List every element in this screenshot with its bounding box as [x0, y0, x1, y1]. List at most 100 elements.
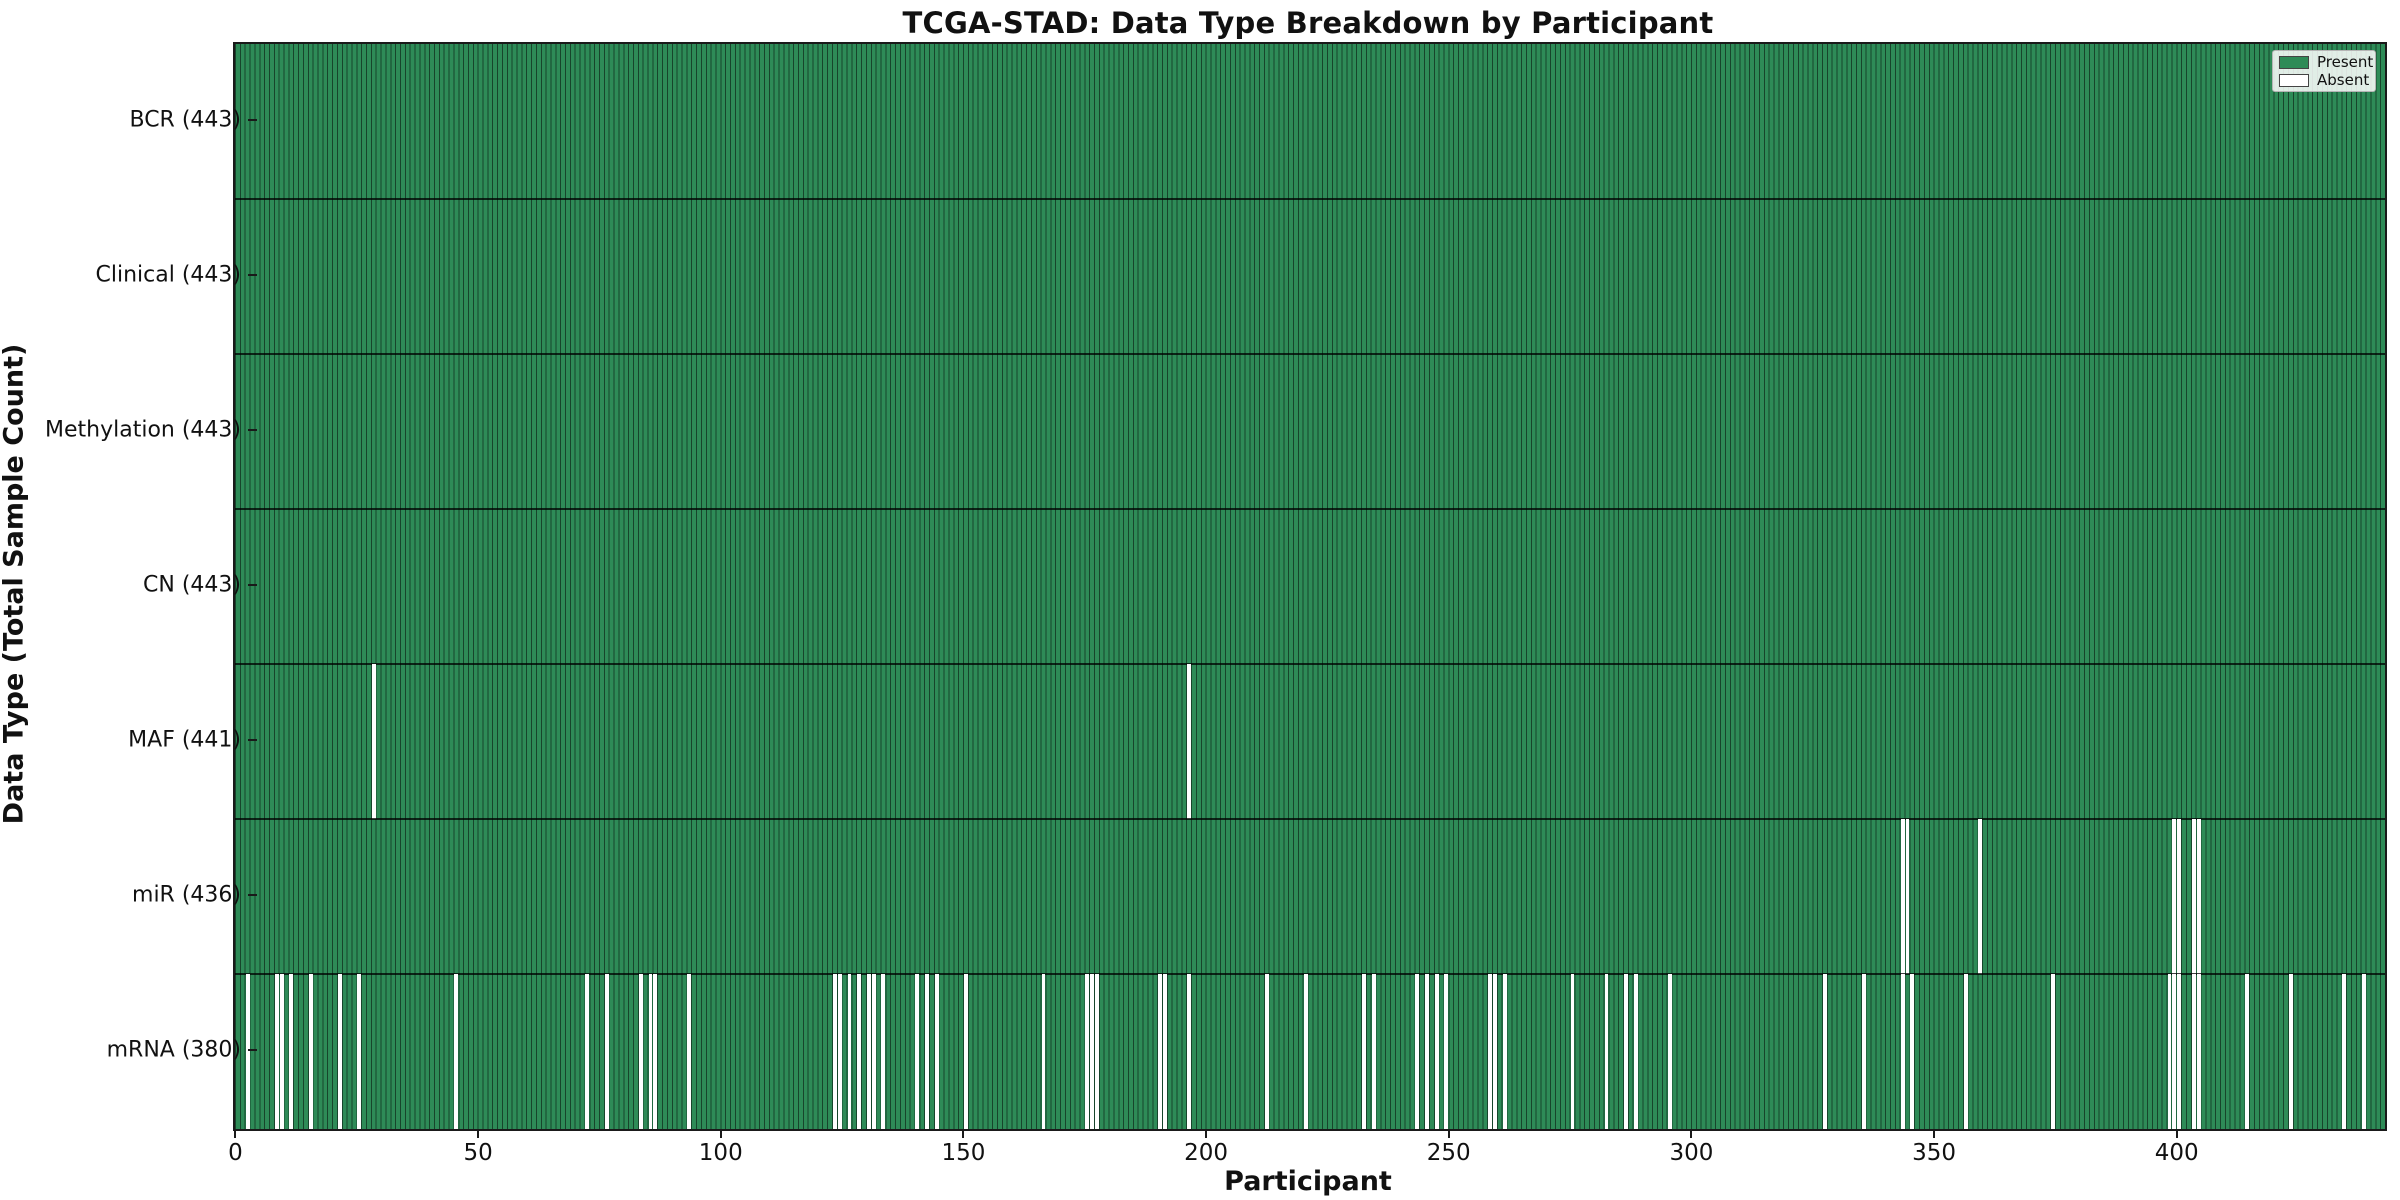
- absent-bar-mRNA-25: [357, 974, 362, 1129]
- y-tick-label-CN: CN (443): [143, 572, 241, 597]
- absent-bar-mRNA-232: [1361, 974, 1366, 1129]
- y-tick-label-BCR: BCR (443): [129, 107, 241, 132]
- absent-bar-miR-344: [1905, 819, 1910, 974]
- absent-bar-mRNA-438: [2361, 974, 2366, 1129]
- absent-bar-MAF-196: [1187, 664, 1192, 819]
- absent-bar-mRNA-11: [289, 974, 294, 1129]
- legend: Present Absent: [2272, 50, 2376, 92]
- row-separator: [235, 198, 2385, 200]
- absent-bar-mRNA-345: [1910, 974, 1915, 1129]
- y-tick-label-mRNA: mRNA (380): [106, 1037, 241, 1062]
- absent-bar-mRNA-128: [857, 974, 862, 1129]
- absent-bar-mRNA-398: [2167, 974, 2172, 1129]
- absent-bar-MAF-28: [371, 664, 376, 819]
- y-tick-label-MAF: MAF (441): [128, 727, 241, 752]
- x-tick-mark: [2175, 1129, 2178, 1138]
- absent-bar-mRNA-76: [604, 974, 609, 1129]
- absent-bar-miR-359: [1978, 819, 1983, 974]
- absent-bar-mRNA-126: [847, 974, 852, 1129]
- absent-bar-mRNA-245: [1425, 974, 1429, 1129]
- absent-bar-mRNA-93: [687, 974, 692, 1129]
- legend-item-present: Present: [2279, 53, 2373, 71]
- absent-bar-mRNA-400: [2177, 974, 2182, 1129]
- absent-bar-mRNA-150: [963, 974, 968, 1129]
- absent-bar-miR-403: [2191, 819, 2196, 974]
- absent-bar-mRNA-21: [337, 974, 342, 1129]
- absent-bar-mRNA-249: [1444, 974, 1449, 1129]
- absent-bar-mRNA-275: [1570, 974, 1575, 1129]
- absent-bar-mRNA-196: [1187, 974, 1192, 1129]
- x-tick-label-150: 150: [941, 1140, 986, 1166]
- absent-bar-mRNA-434: [2342, 974, 2347, 1129]
- absent-bar-miR-400: [2177, 819, 2182, 974]
- absent-bar-mRNA-282: [1604, 974, 1609, 1129]
- y-tick-mark: [248, 583, 257, 586]
- absent-bar-mRNA-176: [1090, 974, 1095, 1129]
- absent-bar-miR-404: [2196, 819, 2201, 974]
- absent-bar-mRNA-124: [837, 974, 842, 1129]
- absent-bar-mRNA-414: [2245, 974, 2250, 1129]
- x-tick-mark: [477, 1129, 480, 1138]
- absent-bar-mRNA-83: [638, 974, 643, 1129]
- y-tick-mark: [248, 428, 257, 431]
- absent-bar-mRNA-8: [274, 974, 279, 1129]
- y-axis-label: Data Type (Total Sample Count): [0, 343, 30, 825]
- absent-bar-mRNA-9: [279, 974, 284, 1129]
- y-tick-mark: [248, 738, 257, 741]
- x-tick-label-300: 300: [1669, 1140, 1714, 1166]
- absent-bar-mRNA-86: [653, 974, 658, 1129]
- absent-bar-mRNA-123: [832, 974, 837, 1129]
- absent-bar-mRNA-404: [2196, 974, 2201, 1129]
- x-tick-label-200: 200: [1184, 1140, 1229, 1166]
- absent-bar-mRNA-356: [1963, 974, 1968, 1129]
- absent-bar-mRNA-220: [1303, 974, 1308, 1129]
- absent-bar-mRNA-130: [866, 974, 871, 1129]
- row-separator: [235, 353, 2385, 355]
- absent-bar-mRNA-403: [2191, 974, 2196, 1129]
- y-tick-label-Clinical: Clinical (443): [95, 262, 241, 287]
- legend-label-absent: Absent: [2317, 71, 2370, 89]
- legend-swatch-absent: [2279, 73, 2309, 87]
- x-tick-label-0: 0: [228, 1140, 243, 1166]
- chart-title: TCGA-STAD: Data Type Breakdown by Partic…: [902, 6, 1714, 40]
- absent-bar-mRNA-190: [1158, 974, 1162, 1129]
- absent-bar-mRNA-343: [1900, 974, 1905, 1129]
- legend-item-absent: Absent: [2279, 71, 2369, 89]
- absent-bar-mRNA-175: [1085, 974, 1090, 1129]
- absent-bar-mRNA-191: [1162, 974, 1167, 1129]
- absent-bar-mRNA-259: [1492, 974, 1497, 1129]
- absent-bar-mRNA-131: [871, 974, 876, 1129]
- absent-bar-mRNA-243: [1415, 974, 1420, 1129]
- x-tick-mark: [1447, 1129, 1450, 1138]
- row-separator: [235, 818, 2385, 820]
- x-tick-mark: [719, 1129, 722, 1138]
- absent-bar-mRNA-288: [1633, 974, 1638, 1129]
- x-tick-label-400: 400: [2154, 1140, 2199, 1166]
- absent-bar-mRNA-142: [925, 974, 929, 1129]
- x-tick-mark: [1933, 1129, 1936, 1138]
- absent-bar-mRNA-335: [1861, 974, 1866, 1129]
- absent-bar-mRNA-177: [1095, 974, 1099, 1129]
- legend-swatch-present: [2279, 55, 2309, 69]
- x-tick-mark: [234, 1129, 237, 1138]
- absent-bar-mRNA-2: [245, 974, 250, 1129]
- absent-bar-mRNA-295: [1667, 974, 1672, 1129]
- y-tick-mark: [248, 118, 257, 121]
- absent-bar-mRNA-133: [881, 974, 886, 1129]
- row-separator: [235, 508, 2385, 510]
- x-axis-label: Participant: [1224, 1166, 1392, 1197]
- x-tick-mark: [1690, 1129, 1693, 1138]
- legend-label-present: Present: [2317, 53, 2374, 71]
- absent-bar-mRNA-286: [1624, 974, 1628, 1129]
- x-tick-mark: [962, 1129, 965, 1138]
- absent-bar-mRNA-423: [2288, 974, 2293, 1129]
- absent-bar-mRNA-234: [1371, 974, 1376, 1129]
- absent-bar-mRNA-258: [1488, 974, 1492, 1129]
- absent-bar-mRNA-261: [1502, 974, 1507, 1129]
- absent-bar-mRNA-140: [915, 974, 920, 1129]
- absent-bar-mRNA-144: [934, 974, 939, 1129]
- x-tick-label-250: 250: [1426, 1140, 1471, 1166]
- x-tick-label-100: 100: [698, 1140, 743, 1166]
- absent-bar-miR-399: [2172, 819, 2177, 974]
